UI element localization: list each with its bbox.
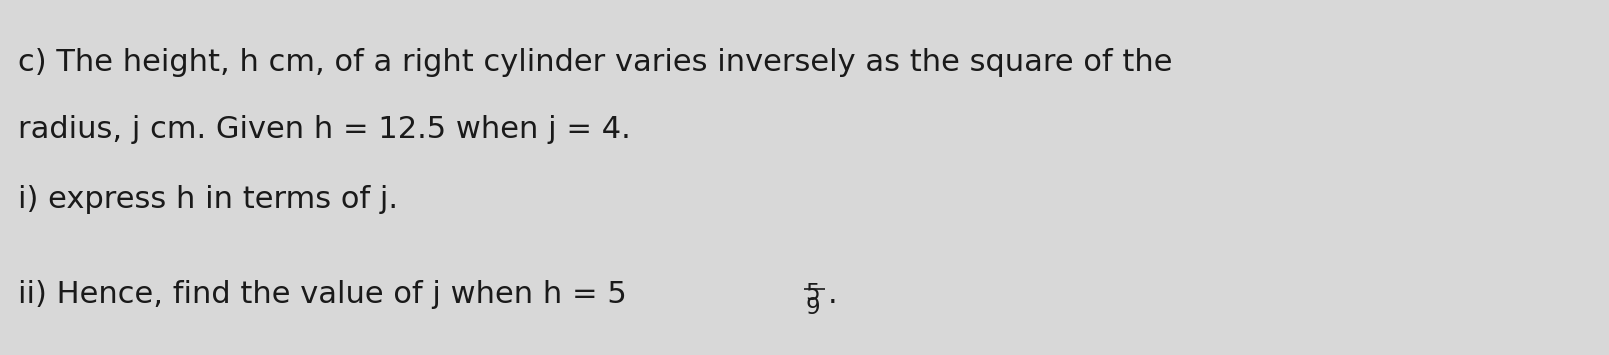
Text: 5: 5 [806,282,821,305]
Text: ii) Hence, find the value of j when h = 5: ii) Hence, find the value of j when h = … [18,280,628,309]
Text: i) express h in terms of j.: i) express h in terms of j. [18,185,397,214]
Text: 9: 9 [806,296,821,319]
Text: c) The height, h cm, of a right cylinder varies inversely as the square of the: c) The height, h cm, of a right cylinder… [18,48,1173,77]
Text: radius, j cm. Given h = 12.5 when j = 4.: radius, j cm. Given h = 12.5 when j = 4. [18,115,631,144]
Text: .: . [827,280,837,309]
